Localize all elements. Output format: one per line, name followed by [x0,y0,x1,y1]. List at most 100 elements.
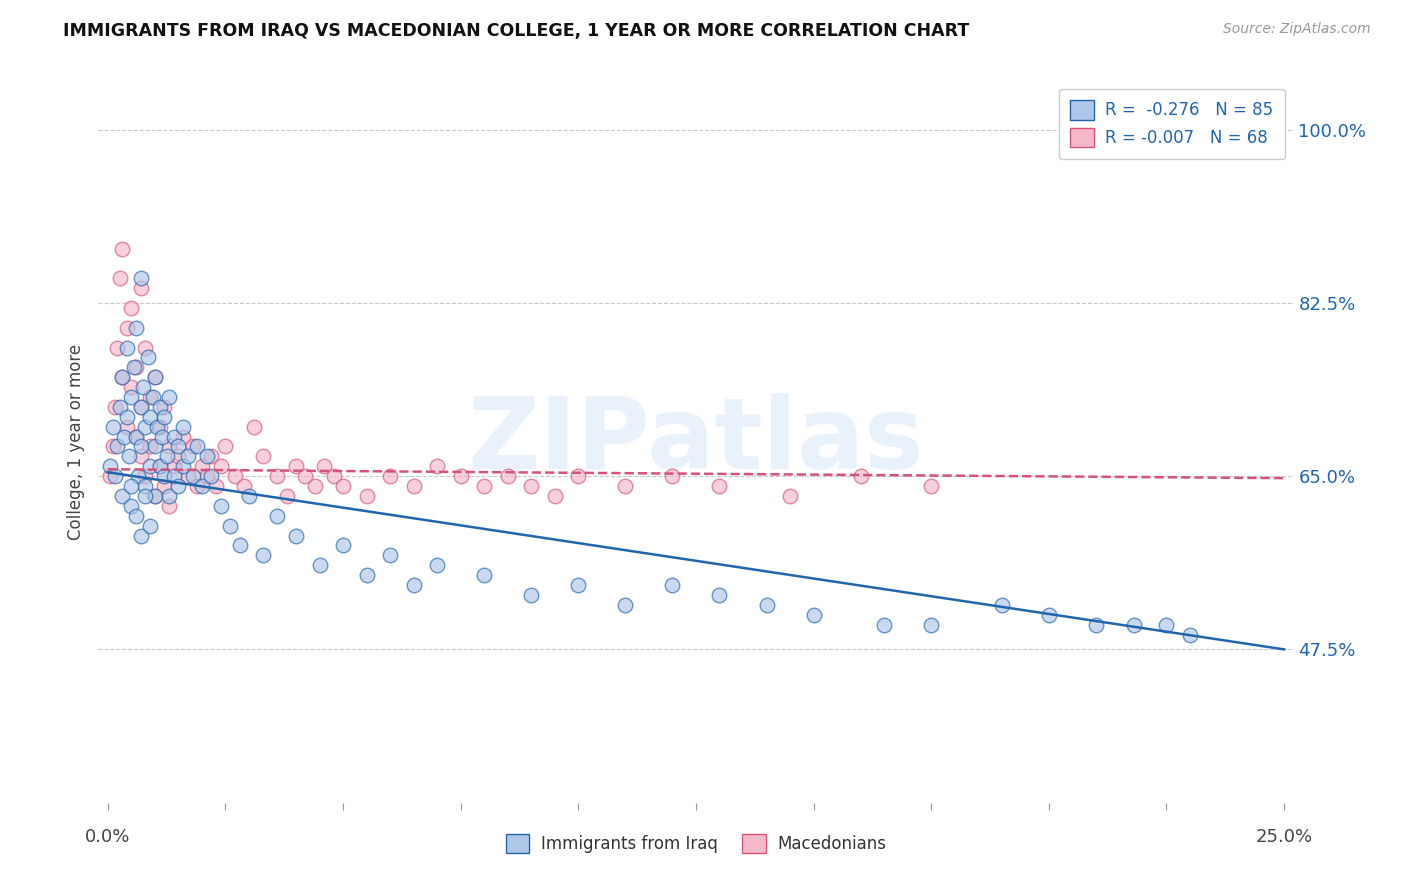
Point [920,617,942,632]
Point [1084,617,1107,632]
Point [195,450,218,464]
Point [472,479,495,493]
Point [219,518,242,533]
Point [402,578,425,592]
Point [186,440,208,454]
Point [143,489,166,503]
Text: ZIPatlas: ZIPatlas [468,393,924,490]
Point [520,479,543,493]
Point [661,469,683,483]
Point [134,489,156,503]
Point [132,380,155,394]
Point [129,400,152,414]
Point [111,489,134,503]
Point [120,499,142,513]
Point [157,440,180,454]
Y-axis label: College, 1 year or more: College, 1 year or more [66,343,84,540]
Point [122,360,145,375]
Point [153,479,176,493]
Point [149,459,172,474]
Point [143,440,166,454]
Point [139,518,162,533]
Point [238,489,260,503]
Point [181,440,204,454]
Point [149,459,172,474]
Point [920,479,942,493]
Point [614,479,637,493]
Point [125,508,148,523]
Point [111,370,134,384]
Point [991,598,1014,612]
Point [426,558,449,573]
Point [118,450,141,464]
Point [378,549,401,563]
Point [544,489,567,503]
Point [167,450,190,464]
Point [153,469,176,483]
Point [134,469,156,483]
Point [115,341,138,355]
Point [134,341,156,355]
Point [294,469,316,483]
Point [205,479,228,493]
Point [1156,617,1178,632]
Point [153,409,176,424]
Point [129,450,152,464]
Point [104,469,127,483]
Point [163,459,186,474]
Point [125,360,148,375]
Point [242,419,264,434]
Point [496,469,519,483]
Point [125,429,148,443]
Point [779,489,801,503]
Point [150,429,173,443]
Point [115,320,138,334]
Point [101,419,124,434]
Point [209,459,232,474]
Point [139,390,162,404]
Point [200,450,222,464]
Point [163,469,186,483]
Point [139,440,162,454]
Point [285,459,308,474]
Point [167,479,190,493]
Text: IMMIGRANTS FROM IRAQ VS MACEDONIAN COLLEGE, 1 YEAR OR MORE CORRELATION CHART: IMMIGRANTS FROM IRAQ VS MACEDONIAN COLLE… [63,22,970,40]
Point [129,528,152,542]
Point [285,528,308,542]
Point [129,440,152,454]
Point [143,489,166,503]
Point [200,469,222,483]
Point [105,341,128,355]
Point [111,242,134,256]
Point [157,489,180,503]
Point [115,409,138,424]
Point [139,409,162,424]
Text: 25.0%: 25.0% [1256,828,1313,846]
Point [378,469,401,483]
Point [172,429,194,443]
Point [252,549,274,563]
Point [233,479,256,493]
Point [105,440,128,454]
Point [224,469,246,483]
Point [172,459,194,474]
Point [1038,607,1060,622]
Point [136,351,159,365]
Point [146,419,169,434]
Point [567,578,589,592]
Point [332,539,354,553]
Point [356,568,378,582]
Point [125,320,148,334]
Point [266,469,288,483]
Legend: Immigrants from Iraq, Macedonians: Immigrants from Iraq, Macedonians [499,827,893,860]
Point [149,400,172,414]
Text: 0.0%: 0.0% [86,828,131,846]
Point [709,588,731,602]
Point [614,598,637,612]
Point [143,370,166,384]
Point [332,479,354,493]
Point [709,479,731,493]
Point [129,400,152,414]
Point [108,400,131,414]
Point [186,479,208,493]
